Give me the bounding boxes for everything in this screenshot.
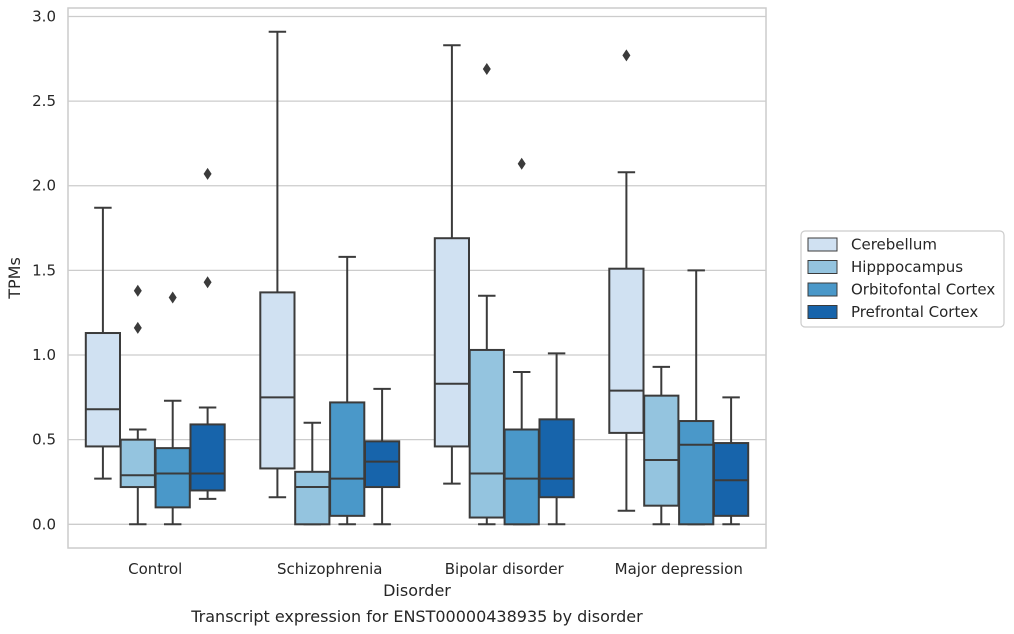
box-iqr [608,267,645,434]
x-tick-label: Bipolar disorder [445,560,565,578]
box-orbitofontal-cortex [678,269,715,526]
box-hipppocampus [294,421,331,526]
box-cerebellum [259,30,296,499]
box-orbitofontal-cortex [503,157,540,526]
box-iqr [678,420,715,526]
outlier-marker [517,157,526,170]
boxes [84,30,750,526]
y-tick-label: 2.5 [32,92,56,110]
box-iqr [329,401,366,517]
legend-label: Orbitofontal Cortex [851,281,995,299]
legend-label: Cerebellum [851,236,937,254]
y-tick-label: 3.0 [32,7,56,25]
y-tick-label: 0.0 [32,515,56,533]
y-axis-title: TPMs [5,257,24,300]
outlier-marker [203,276,212,289]
box-prefrontal-cortex [189,167,226,500]
box-cerebellum [608,49,645,512]
outlier-marker [168,291,177,304]
legend: Cerebellum Hipppocampus Orbitofontal Corte… [800,230,1005,328]
legend-swatch [807,260,838,274]
x-tick-labels: Control Schizophrenia Bipolar disorder Majo… [128,560,743,578]
box-iqr [538,418,575,499]
box-cerebellum [84,206,122,480]
box-hipppocampus [468,62,505,526]
box-iqr [189,423,226,492]
box-prefrontal-cortex [712,396,750,526]
legend-swatch [807,282,838,297]
x-tick-label: Schizophrenia [277,560,382,578]
box-iqr [119,438,156,489]
box-prefrontal-cortex [538,352,575,526]
y-tick-label: 0.5 [32,431,56,449]
box-iqr [503,428,540,526]
outlier-marker [133,321,142,334]
y-tick-label: 1.0 [32,346,56,364]
box-iqr [433,237,471,448]
box-iqr [154,447,191,509]
box-iqr [259,291,296,470]
box-iqr [84,332,122,448]
outlier-marker [482,62,491,75]
x-axis-title: Disorder [383,581,451,600]
y-tick-labels: 0.0 0.5 1.0 1.5 2.0 2.5 3.0 [32,7,56,533]
box-iqr [363,440,401,489]
outlier-marker [133,284,142,297]
legend-label: Hipppocampus [851,258,963,276]
box-iqr [294,470,331,526]
box-orbitofontal-cortex [329,255,366,526]
outlier-marker [622,49,631,62]
x-tick-label: Control [128,560,182,578]
legend-swatch [807,305,838,319]
box-prefrontal-cortex [363,387,401,526]
plot-area-frame [67,7,767,549]
chart-caption: Transcript expression for ENST0000043893… [190,607,643,626]
box-orbitofontal-cortex [154,291,191,526]
legend-frame [800,230,1005,328]
y-tick-label: 1.5 [32,261,56,279]
box-iqr [643,394,680,507]
box-cerebellum [433,44,471,485]
grid-lines [68,15,766,525]
legend-label: Prefrontal Cortex [851,303,978,321]
legend-swatch [807,237,838,252]
box-hipppocampus [119,284,156,526]
box-iqr [468,348,505,519]
x-tick-label: Major depression [615,560,743,578]
outlier-marker [203,167,212,180]
y-tick-label: 2.0 [32,177,56,195]
box-hipppocampus [643,365,680,526]
